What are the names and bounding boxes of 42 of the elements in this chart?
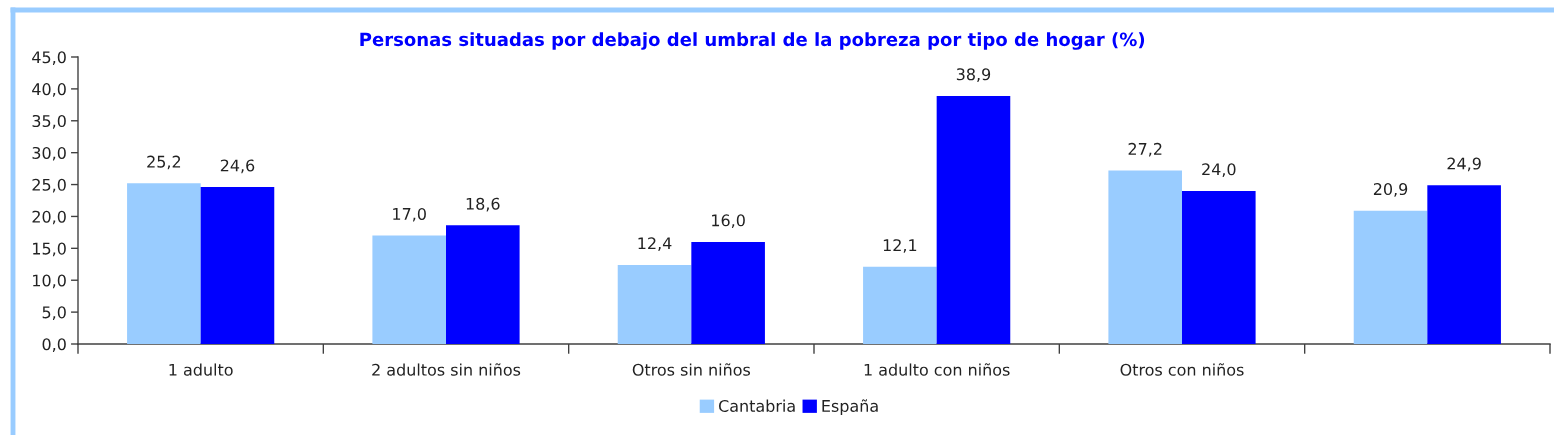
bar [1108,170,1182,344]
y-tick-label: 30,0 [32,146,66,161]
chart-title: Personas situadas por debajo del umbral de la pobreza por tipo de hogar (%) [360,32,1145,50]
data-label: 12,4 [638,237,672,251]
legend-label: Cantabria [718,399,795,412]
data-label: 24,0 [1202,163,1236,177]
bar [200,187,275,344]
y-tick-label: 45,0 [32,51,66,65]
data-label: 38,9 [956,68,991,82]
y-tick-label: 25,0 [32,178,66,193]
data-label: 27,2 [1128,142,1162,157]
y-tick-label: 20,0 [32,210,66,225]
bar [691,241,765,344]
bar [1353,210,1428,344]
bar [617,264,692,344]
y-tick-label: 10,0 [33,274,66,289]
bar [127,183,201,344]
bar [446,225,520,344]
data-label: 17,0 [393,207,426,222]
y-tick-label: 0,0 [42,338,66,352]
data-label: 25,2 [147,155,181,170]
data-label: 16,0 [712,214,745,228]
data-label: 24,6 [220,159,255,174]
x-tick-label: 1 adulto con niños [864,363,1010,376]
data-label: 18,6 [466,197,500,212]
bar [1427,185,1501,344]
data-label: 24,9 [1447,157,1481,172]
y-tick-label: 35,0 [32,114,66,129]
x-tick-label: Otros sin niños [632,363,751,376]
y-tick-label: 40,0 [32,83,66,97]
x-tick-label: 2 adultos sin niños [372,363,521,376]
bar [372,235,446,344]
bar [863,266,937,344]
bar [1182,190,1256,344]
data-label: 12,1 [883,239,917,253]
x-tick-label: 1 adulto [169,363,233,376]
bar [936,95,1011,344]
legend-label: España [822,399,878,416]
y-tick-label: 15,0 [33,242,66,257]
data-label: 20,9 [1373,183,1408,197]
y-tick-label: 5,0 [42,306,66,321]
x-tick-label: Otros con niños [1120,363,1244,376]
